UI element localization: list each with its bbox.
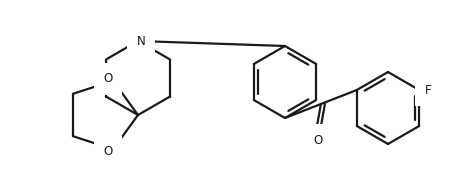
Text: O: O [104, 145, 113, 158]
Text: F: F [425, 83, 431, 96]
Text: N: N [136, 35, 145, 47]
Text: O: O [313, 134, 322, 146]
Text: O: O [104, 72, 113, 85]
